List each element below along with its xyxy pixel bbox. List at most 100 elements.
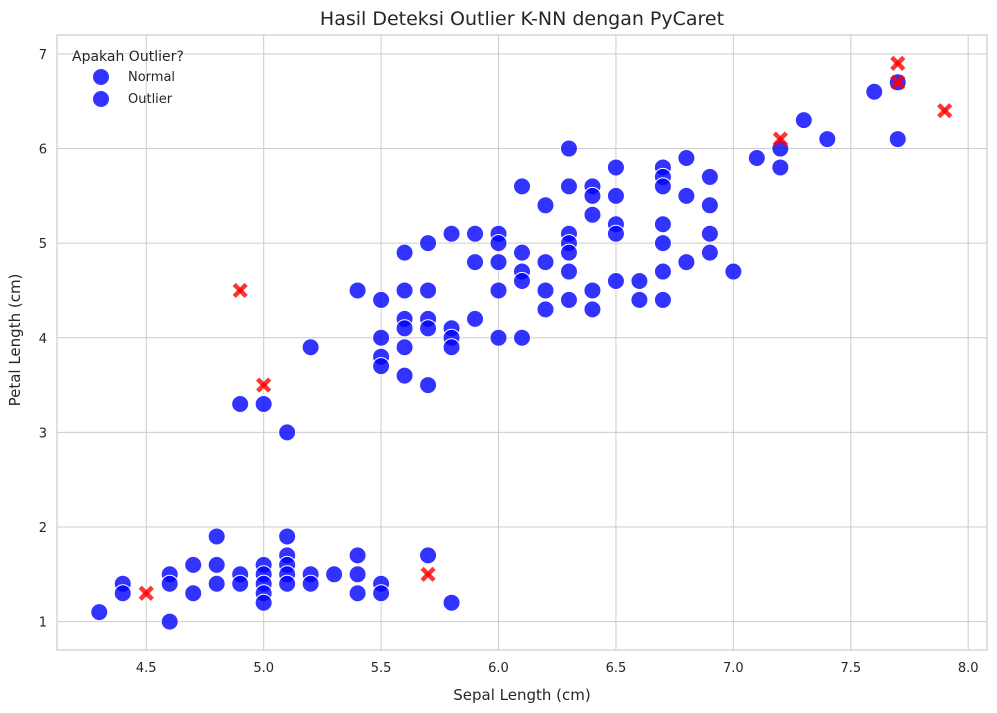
data-point-normal <box>583 205 602 224</box>
data-point-normal <box>606 224 625 243</box>
data-point-normal <box>818 130 837 149</box>
data-point-normal <box>419 234 438 253</box>
legend-title: Apakah Outlier? <box>72 49 184 65</box>
x-axis-label: Sepal Length (cm) <box>453 686 590 704</box>
data-point-normal <box>513 243 531 262</box>
data-point-normal <box>231 395 250 413</box>
data-point-normal <box>677 186 696 205</box>
data-point-normal <box>442 338 461 357</box>
y-tick-label: 2 <box>39 521 47 536</box>
data-point-normal <box>160 612 179 631</box>
data-point-normal <box>348 546 367 565</box>
data-point-normal <box>583 281 602 300</box>
data-point-normal <box>395 319 414 338</box>
x-tick-label: 4.5 <box>136 661 157 676</box>
data-point-outlier <box>890 74 906 90</box>
y-tick-labels: 1 2 3 4 5 6 7 <box>39 48 47 631</box>
x-tick-labels: 4.5 5.0 5.5 6.0 6.5 7.0 7.5 8.0 <box>136 661 979 676</box>
data-point-normal <box>395 281 414 300</box>
data-point-normal <box>489 328 508 347</box>
data-point-normal <box>700 243 719 262</box>
data-point-normal <box>536 300 555 319</box>
data-point-normal <box>348 281 367 300</box>
data-point-normal <box>278 574 297 593</box>
x-tick-label: 7.0 <box>723 661 744 676</box>
data-point-normal <box>113 584 132 603</box>
data-point-normal <box>207 555 226 574</box>
data-point-normal <box>395 243 414 262</box>
data-point-normal <box>630 290 649 309</box>
grid-lines <box>57 35 987 650</box>
data-point-normal <box>442 224 461 243</box>
data-point-normal <box>466 224 485 243</box>
data-point-normal <box>559 243 578 262</box>
legend-label-outlier: Outlier <box>128 92 173 107</box>
data-point-normal <box>231 574 250 593</box>
data-point-normal <box>489 234 508 253</box>
data-point-outlier <box>138 585 154 601</box>
data-point-normal <box>653 262 672 281</box>
y-tick-label: 7 <box>39 48 47 63</box>
data-point-normal <box>583 300 602 319</box>
data-point-normal <box>559 177 578 196</box>
data-point-normal <box>184 555 203 574</box>
data-point-normal <box>653 215 672 234</box>
data-point-normal <box>700 167 719 186</box>
data-point-normal <box>348 565 367 584</box>
data-point-normal <box>559 139 578 158</box>
data-point-normal <box>794 111 813 130</box>
data-point-normal <box>630 272 649 290</box>
data-point-normal <box>184 584 203 603</box>
data-point-normal <box>606 158 625 177</box>
data-point-normal <box>747 149 766 167</box>
y-tick-label: 1 <box>39 616 47 631</box>
data-point-normal <box>395 338 414 357</box>
data-point-normal <box>372 584 391 603</box>
data-point-normal <box>724 262 743 281</box>
legend-marker-outlier <box>92 90 110 108</box>
data-point-normal <box>419 546 438 565</box>
data-point-normal <box>653 290 672 309</box>
data-point-normal <box>278 423 297 442</box>
data-point-normal <box>419 281 438 300</box>
data-point-normal <box>653 234 672 253</box>
data-point-normal <box>348 584 367 603</box>
data-point-normal <box>536 196 555 215</box>
data-point-outlier <box>772 131 788 147</box>
data-point-normal <box>395 366 414 385</box>
x-tick-label: 5.5 <box>371 661 392 676</box>
data-point-normal <box>372 357 391 376</box>
y-tick-label: 6 <box>39 143 47 158</box>
x-tick-label: 6.5 <box>606 661 627 676</box>
y-tick-label: 4 <box>39 332 47 347</box>
data-point-normal <box>771 158 790 177</box>
legend-marker-normal <box>92 68 110 86</box>
data-point-normal <box>372 328 391 347</box>
data-point-normal <box>513 328 531 347</box>
data-point-normal <box>559 290 578 309</box>
data-point-normal <box>536 281 555 300</box>
data-point-normal <box>419 319 438 338</box>
data-point-normal <box>466 309 485 328</box>
data-point-normal <box>442 593 461 612</box>
x-tick-label: 6.0 <box>488 661 509 676</box>
y-axis-label: Petal Length (cm) <box>6 274 24 407</box>
data-point-normal <box>513 177 531 196</box>
data-point-normal <box>865 82 884 101</box>
data-point-normal <box>419 376 438 395</box>
data-point-normal <box>301 574 320 593</box>
data-point-normal <box>700 196 719 215</box>
data-point-normal <box>583 186 602 205</box>
data-point-outlier <box>890 55 906 71</box>
data-point-normal <box>466 253 485 272</box>
data-point-normal <box>160 574 179 593</box>
data-points <box>90 55 953 631</box>
data-point-normal <box>489 281 508 300</box>
data-point-normal <box>254 395 273 413</box>
data-point-normal <box>325 565 344 584</box>
data-point-normal <box>278 527 297 546</box>
data-point-normal <box>372 290 391 309</box>
data-point-normal <box>888 130 907 149</box>
data-point-normal <box>606 272 625 290</box>
